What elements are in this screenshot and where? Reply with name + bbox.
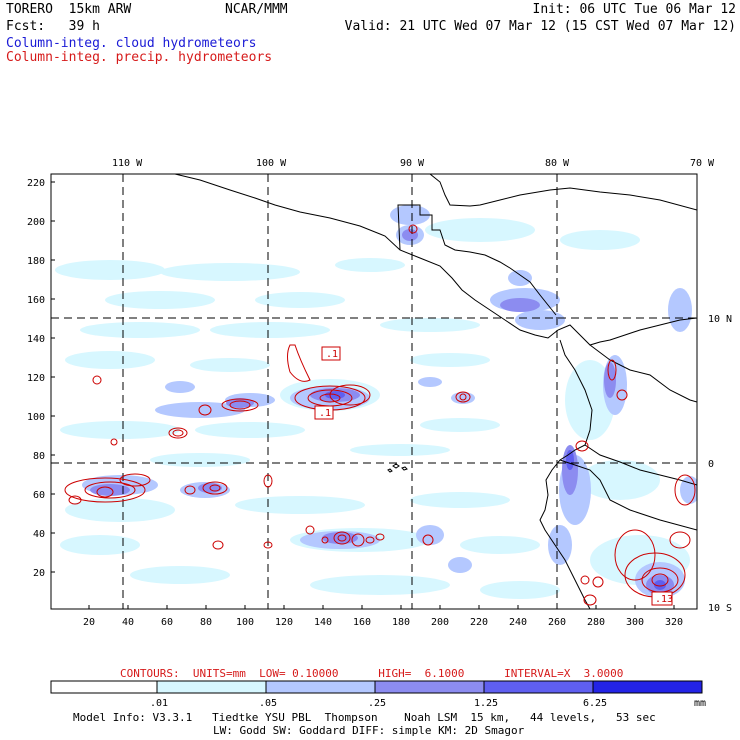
svg-text:80: 80 bbox=[200, 617, 212, 628]
lon-label-80w: 80 W bbox=[545, 158, 570, 169]
svg-text:20: 20 bbox=[33, 568, 45, 579]
svg-text:80: 80 bbox=[33, 451, 45, 462]
colorbar-tick-5: 6.25 bbox=[583, 698, 607, 709]
coastlines bbox=[174, 174, 697, 609]
x-axis: 20 40 60 80 100 120 140 160 180 200 220 … bbox=[83, 605, 683, 628]
lat-label-0: 0 bbox=[708, 459, 714, 470]
contour-label-3: .13 bbox=[655, 594, 673, 605]
colorbar-tick-2: .05 bbox=[259, 698, 277, 709]
svg-text:300: 300 bbox=[626, 617, 644, 628]
precip-contours bbox=[64, 224, 696, 606]
contour-label-1: .1 bbox=[326, 349, 338, 360]
lat-label-10n: 10 N bbox=[708, 314, 732, 325]
svg-text:220: 220 bbox=[27, 178, 45, 189]
field-precip-label: Column-integ. precip. hydrometeors bbox=[6, 50, 273, 65]
svg-text:120: 120 bbox=[275, 617, 293, 628]
lon-label-100w: 100 W bbox=[256, 158, 287, 169]
colorbar-bin-5 bbox=[592, 680, 703, 694]
field-cloud-label: Column-integ. cloud hydrometeors bbox=[6, 36, 257, 51]
colorbar-bin-2 bbox=[265, 680, 376, 694]
lon-label-110w: 110 W bbox=[112, 158, 143, 169]
colorbar-bin-0 bbox=[50, 680, 158, 694]
svg-text:180: 180 bbox=[27, 256, 45, 267]
svg-text:140: 140 bbox=[27, 334, 45, 345]
svg-text:20: 20 bbox=[83, 617, 95, 628]
lon-label-90w: 90 W bbox=[400, 158, 425, 169]
svg-text:40: 40 bbox=[33, 529, 45, 540]
svg-text:140: 140 bbox=[314, 617, 332, 628]
graticule bbox=[51, 174, 697, 609]
svg-text:60: 60 bbox=[33, 490, 45, 501]
contour-labels: .1 .1 .13 bbox=[314, 346, 673, 606]
svg-text:200: 200 bbox=[27, 217, 45, 228]
colorbar-bin-3 bbox=[374, 680, 485, 694]
forecast-hour: Fcst: 39 h bbox=[6, 19, 100, 34]
model-title: TORERO 15km ARW bbox=[6, 2, 132, 17]
colorbar-bin-4 bbox=[483, 680, 594, 694]
svg-text:40: 40 bbox=[122, 617, 134, 628]
svg-text:260: 260 bbox=[548, 617, 566, 628]
contour-label-2: .1 bbox=[319, 408, 331, 419]
colorbar-tick-3: .25 bbox=[368, 698, 386, 709]
svg-text:320: 320 bbox=[665, 617, 683, 628]
svg-text:160: 160 bbox=[27, 295, 45, 306]
init-time: Init: 06 UTC Tue 06 Mar 12 bbox=[532, 2, 737, 17]
svg-text:240: 240 bbox=[509, 617, 527, 628]
colorbar-unit: mm bbox=[694, 698, 706, 709]
svg-text:120: 120 bbox=[27, 373, 45, 384]
center-label: NCAR/MMM bbox=[225, 2, 288, 17]
colorbar-tick-4: 1.25 bbox=[474, 698, 498, 709]
lat-label-10s: 10 S bbox=[708, 603, 732, 614]
svg-text:100: 100 bbox=[236, 617, 254, 628]
svg-text:220: 220 bbox=[470, 617, 488, 628]
colorbar: .01 .05 .25 1.25 6.25 mm bbox=[50, 680, 706, 709]
svg-text:280: 280 bbox=[587, 617, 605, 628]
model-info: Model Info: V3.3.1 Tiedtke YSU PBL Thomp… bbox=[73, 711, 656, 724]
contour-info: CONTOURS: UNITS=mm LOW= 0.10000 HIGH= 6.… bbox=[120, 667, 624, 680]
plot-frame bbox=[50, 173, 698, 610]
colorbar-tick-1: .01 bbox=[150, 698, 168, 709]
physics-info: LW: Godd SW: Goddard DIFF: simple KM: 2D… bbox=[213, 724, 525, 737]
svg-text:200: 200 bbox=[431, 617, 449, 628]
svg-text:60: 60 bbox=[161, 617, 173, 628]
lon-label-70w: 70 W bbox=[690, 158, 715, 169]
svg-text:160: 160 bbox=[353, 617, 371, 628]
cloud-shading bbox=[55, 205, 697, 599]
y-axis: 220 200 180 160 140 120 100 80 60 40 20 bbox=[27, 178, 55, 579]
svg-text:180: 180 bbox=[392, 617, 410, 628]
valid-time: Valid: 21 UTC Wed 07 Mar 12 (15 CST Wed … bbox=[344, 19, 736, 34]
colorbar-bin-1 bbox=[156, 680, 267, 694]
svg-text:100: 100 bbox=[27, 412, 45, 423]
